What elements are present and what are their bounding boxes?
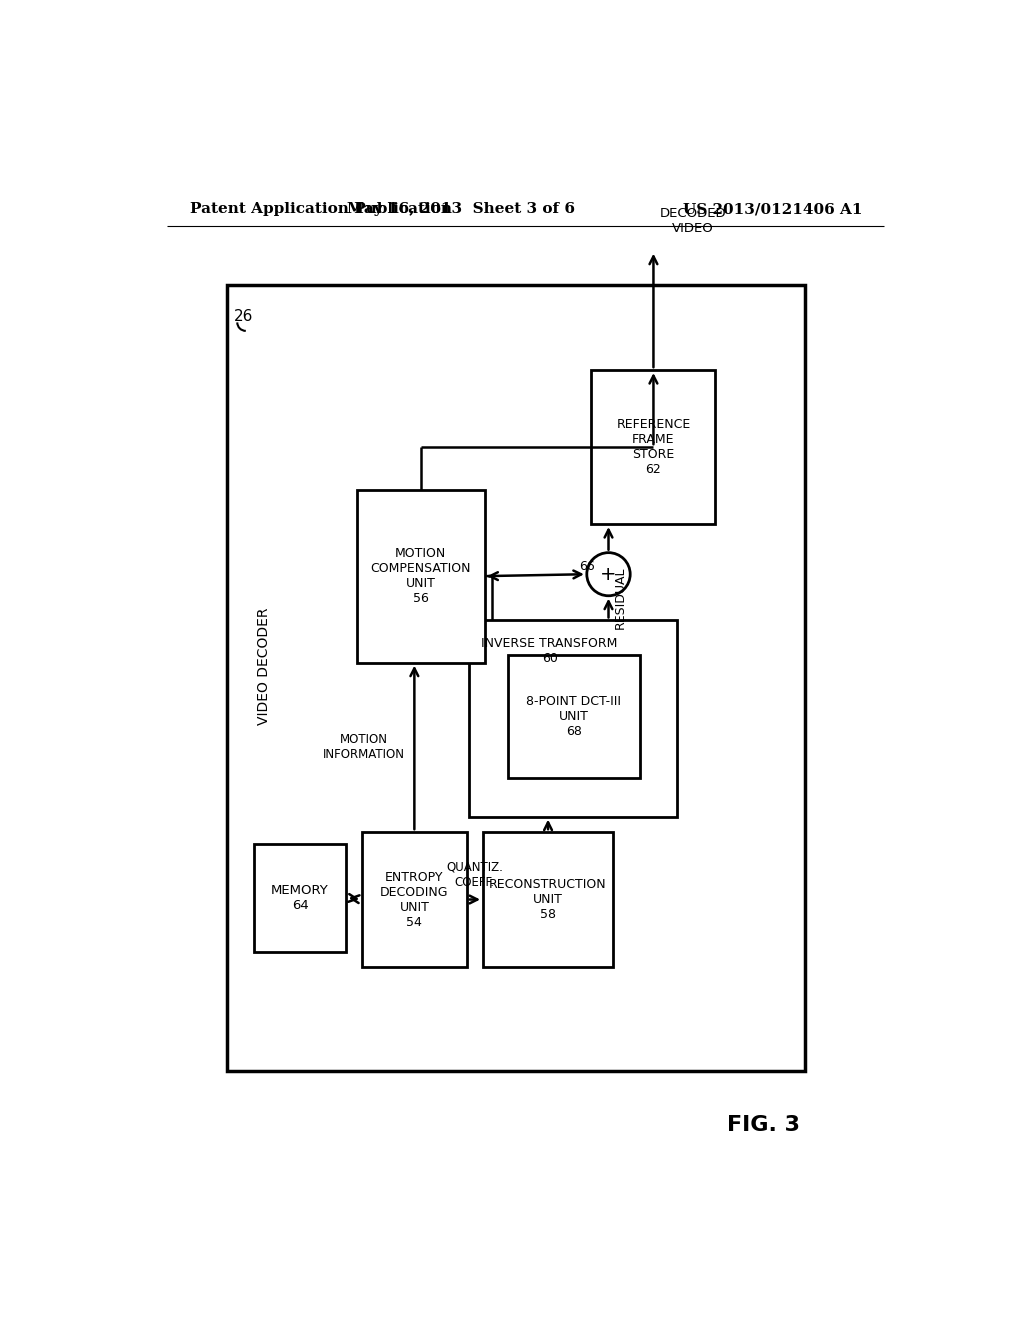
Text: DECODED
VIDEO: DECODED VIDEO (659, 207, 726, 235)
Text: MOTION
INFORMATION: MOTION INFORMATION (323, 734, 406, 762)
Text: 8-POINT DCT-III
UNIT
68: 8-POINT DCT-III UNIT 68 (526, 696, 622, 738)
Text: RECONSTRUCTION
UNIT
58: RECONSTRUCTION UNIT 58 (489, 878, 607, 921)
Bar (356, 490, 484, 663)
Text: Patent Application Publication: Patent Application Publication (190, 202, 452, 216)
Text: QUANTIZ.
COEFF.: QUANTIZ. COEFF. (446, 861, 503, 888)
Text: US 2013/0121406 A1: US 2013/0121406 A1 (683, 202, 862, 216)
Text: May 16, 2013  Sheet 3 of 6: May 16, 2013 Sheet 3 of 6 (347, 202, 575, 216)
Text: FIG. 3: FIG. 3 (727, 1115, 800, 1135)
Text: RESIDUAL: RESIDUAL (613, 566, 627, 628)
Text: REFERENCE
FRAME
STORE
62: REFERENCE FRAME STORE 62 (616, 418, 690, 477)
Bar (592, 370, 716, 524)
Text: 66: 66 (579, 560, 595, 573)
Bar (508, 655, 640, 779)
Text: ENTROPY
DECODING
UNIT
54: ENTROPY DECODING UNIT 54 (380, 870, 449, 928)
Bar (469, 620, 677, 817)
Text: 26: 26 (234, 309, 254, 323)
Bar (483, 832, 613, 966)
Text: VIDEO DECODER: VIDEO DECODER (257, 607, 270, 726)
Text: +: + (600, 565, 616, 583)
Text: MOTION
COMPENSATION
UNIT
56: MOTION COMPENSATION UNIT 56 (371, 546, 471, 605)
Bar (362, 832, 467, 966)
Text: INVERSE TRANSFORM
60: INVERSE TRANSFORM 60 (481, 638, 617, 665)
Bar (254, 843, 346, 952)
Bar (227, 285, 805, 1071)
Text: MEMORY
64: MEMORY 64 (271, 883, 329, 912)
